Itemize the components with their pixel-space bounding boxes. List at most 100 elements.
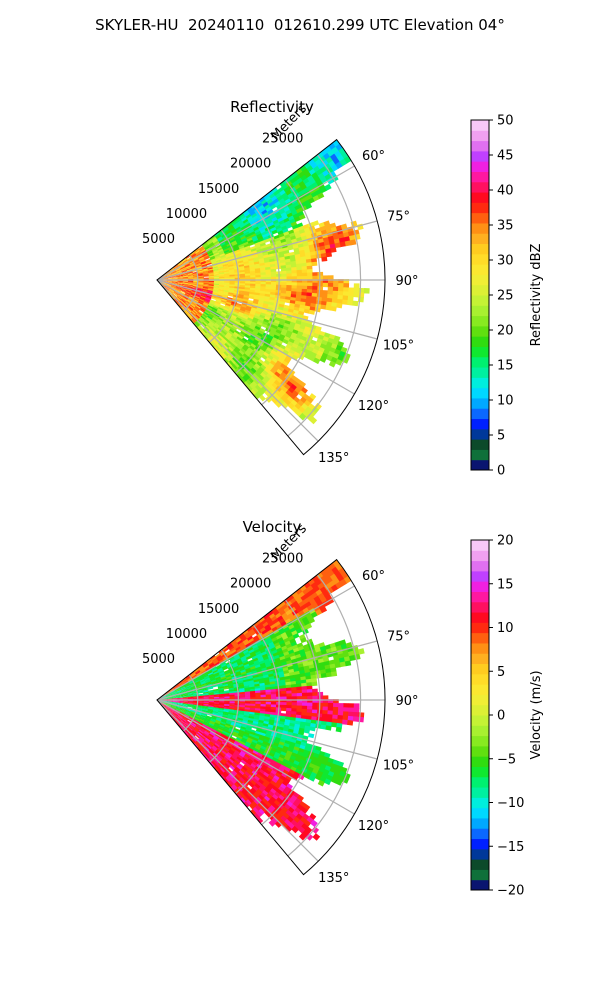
field-cell [231, 325, 238, 331]
field-cell [248, 345, 256, 351]
field-cell [203, 300, 210, 305]
field-cell [224, 273, 230, 276]
field-cell [283, 186, 291, 194]
field-cell [270, 289, 277, 293]
field-cell [248, 781, 255, 789]
field-cell [237, 778, 244, 785]
field-cell [334, 662, 342, 669]
field-cell [277, 216, 284, 223]
field-cell [202, 242, 209, 248]
range-ring [287, 154, 362, 437]
field-cell [236, 746, 243, 752]
field-cell [187, 271, 193, 274]
field-cell [229, 738, 236, 743]
field-cell [230, 763, 237, 769]
field-cell [286, 705, 293, 709]
field-cell [203, 731, 210, 736]
field-cell [291, 696, 298, 700]
field-cell [223, 647, 230, 653]
field-cell [243, 381, 250, 388]
field-cell [249, 705, 256, 709]
field-cell [171, 691, 177, 695]
field-cell [217, 686, 224, 690]
field-cell [273, 774, 280, 782]
field-cell [296, 269, 303, 274]
field-cell [182, 272, 188, 275]
field-cell [219, 671, 225, 676]
field-cell [259, 800, 266, 807]
field-cell [296, 689, 303, 694]
field-cell [273, 234, 280, 240]
field-cell [244, 351, 251, 358]
field-cell [307, 346, 315, 353]
field-cell [218, 238, 225, 244]
field-cell [175, 717, 181, 722]
field-cell [167, 698, 173, 700]
field-cell [202, 707, 209, 711]
field-cell [239, 653, 246, 659]
field-cell [235, 360, 242, 367]
field-cell [262, 235, 270, 241]
field-cell [195, 714, 201, 719]
field-cell [263, 658, 271, 663]
field-cell [236, 344, 243, 351]
field-cell [263, 341, 270, 348]
field-cell [255, 390, 263, 398]
field-cell [265, 284, 272, 288]
field-cell [363, 288, 370, 294]
field-cell [198, 675, 204, 680]
field-cell [238, 665, 245, 670]
field-cell [195, 294, 201, 299]
field-cell [302, 607, 310, 614]
field-cell [258, 646, 266, 652]
field-cell [245, 727, 252, 732]
field-cell [223, 351, 229, 357]
field-cell [217, 291, 224, 295]
field-cell [177, 302, 183, 308]
field-cell [336, 722, 343, 729]
field-cell [177, 274, 183, 276]
field-cell [270, 694, 277, 698]
field-cell [327, 282, 334, 288]
field-cell [268, 221, 275, 227]
field-cell [297, 342, 305, 349]
field-cell [283, 606, 291, 614]
field-cell [248, 361, 255, 369]
field-cell [271, 337, 279, 343]
field-cell [260, 274, 267, 278]
field-cell [182, 695, 189, 697]
field-cell [181, 268, 187, 272]
field-cell [162, 698, 168, 700]
field-cell [216, 730, 222, 736]
field-cell [244, 273, 251, 277]
field-cell [211, 715, 218, 719]
field-cell [198, 696, 204, 699]
field-cell [239, 321, 246, 326]
field-cell [219, 760, 225, 767]
field-cell [227, 653, 234, 659]
field-cell [252, 777, 259, 784]
field-cell [275, 780, 283, 787]
field-cell [238, 714, 245, 718]
field-cell [325, 252, 333, 258]
field-cell [259, 734, 266, 740]
field-cell [174, 710, 180, 715]
field-cell [240, 739, 247, 744]
field-cell [244, 271, 251, 275]
field-cell [232, 743, 239, 749]
field-cell [219, 696, 225, 699]
field-cell [278, 741, 286, 747]
field-cell [229, 756, 236, 763]
field-cell [225, 314, 232, 319]
field-cell [250, 668, 257, 673]
field-cell [212, 264, 219, 268]
field-cell [164, 706, 169, 711]
field-cell [192, 675, 198, 680]
range-tick-label: 20000 [230, 157, 271, 172]
field-cell [217, 263, 224, 267]
field-cell [232, 753, 239, 759]
field-cell [241, 749, 248, 755]
field-cell [250, 701, 256, 705]
field-cell [171, 284, 178, 287]
field-cell [184, 293, 191, 297]
